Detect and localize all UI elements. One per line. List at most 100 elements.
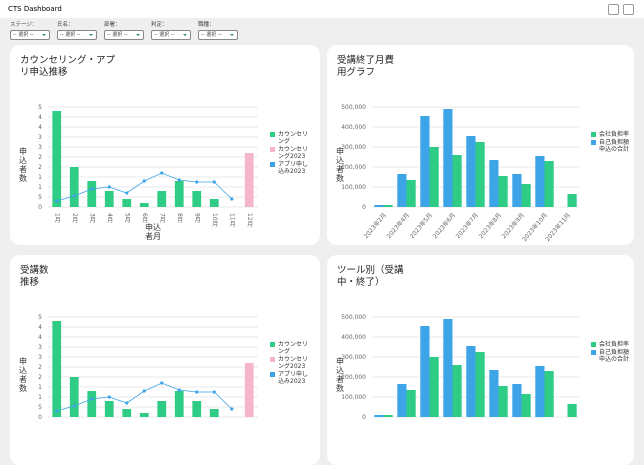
filter: 部署： -- 選択 --: [104, 20, 144, 40]
bar: [69, 377, 79, 417]
bar: [429, 147, 439, 207]
filters: ステージ： -- 選択 -- 氏名： -- 選択 -- 部署： -- 選択 -- 判定： --…: [10, 20, 238, 40]
chart: 0 100,000 200,000 300,000 400,000 500,000: [341, 314, 579, 421]
x-tick-label: 2023年4月: [385, 211, 411, 240]
panel: 受講終了月費用グラフ 0 100,000 200,000 300,000 400,000 5…: [327, 45, 634, 245]
legend-swatch: [270, 162, 275, 167]
bar: [443, 109, 453, 207]
bar: [475, 142, 485, 207]
y-tick-label: 3: [38, 134, 42, 141]
bar: [452, 155, 462, 207]
y-tick-label: 2: [38, 154, 42, 161]
y-tick-label: 1: [38, 384, 42, 391]
bar: [452, 365, 462, 417]
legend-label: 会社負担率: [599, 341, 630, 348]
legend-item: アプリ申し込み2023: [270, 161, 312, 175]
dropdown[interactable]: -- 選択 --: [198, 30, 238, 40]
legend-item: 自己負担額申込の合計: [591, 349, 633, 363]
legend-label: 自己負担額申込の合計: [599, 349, 630, 363]
legend-swatch: [270, 357, 275, 362]
y-tick-label: 100,000: [341, 184, 366, 191]
bar: [406, 180, 416, 207]
legend-item: 会社負担率: [591, 131, 633, 138]
chart-title: 受講数推移: [20, 265, 49, 288]
y-tick-label: 5: [38, 404, 42, 411]
bar: [139, 413, 149, 417]
x-tick-label: 5月: [123, 213, 130, 224]
bar: [489, 160, 499, 207]
legend-swatch: [591, 132, 596, 137]
legend-swatch: [591, 342, 596, 347]
point: [125, 401, 129, 405]
legend-item: カウンセリング: [270, 131, 312, 145]
point: [72, 194, 76, 198]
dropdown[interactable]: -- 選択 --: [10, 30, 50, 40]
x-tick-label: 2023年5月: [408, 211, 434, 240]
close-button[interactable]: [623, 4, 634, 15]
point: [142, 389, 146, 393]
bar: [157, 401, 167, 417]
bar: [535, 366, 545, 417]
legend-swatch: [591, 350, 596, 355]
panel: 受講数推移 0 5 1 1 2 2 3 3 4 4 5 申込者数 カウンセリング カウンセリング2023 アプ…: [10, 255, 320, 465]
filter: 氏名： -- 選択 --: [57, 20, 97, 40]
panel: カウンセリング・アプリ申込推移 0 5 1 1 2 2 3 3 4 4 5 1月 2月 3月 4月 5月 6月 7月…: [10, 45, 320, 245]
bar: [174, 391, 184, 417]
dropdown[interactable]: -- 選択 --: [57, 30, 97, 40]
bar: [374, 205, 384, 207]
x-tick-label: 3月: [88, 213, 95, 224]
bar: [52, 321, 62, 417]
legend-item: アプリ申し込み2023: [270, 371, 312, 385]
x-tick-label: 12月: [246, 213, 253, 228]
bar: [139, 203, 149, 207]
point: [195, 180, 199, 184]
legend-item: 会社負担率: [591, 341, 633, 348]
y-axis-title: 申込者数: [19, 147, 27, 183]
y-tick-label: 2: [38, 164, 42, 171]
filter-label: 判定：: [151, 22, 168, 28]
bar: [567, 194, 577, 207]
bar: [498, 176, 508, 207]
y-tick-label: 300,000: [341, 144, 366, 151]
bar: [244, 153, 254, 207]
header: CTS Dashboard: [0, 0, 644, 18]
legend-item: カウンセリング: [270, 341, 312, 355]
point: [107, 185, 111, 189]
bar: [429, 357, 439, 417]
bar: [521, 184, 531, 207]
dropdown[interactable]: -- 選択 --: [151, 30, 191, 40]
x-tick-label: 2月: [71, 213, 78, 224]
y-tick-label: 100,000: [341, 394, 366, 401]
point: [125, 191, 129, 195]
bar: [122, 409, 132, 417]
y-axis-title: 申込者数: [336, 357, 344, 393]
x-tick-label: 7月: [158, 213, 165, 224]
y-tick-label: 200,000: [341, 164, 366, 171]
y-tick-label: 0: [38, 204, 42, 211]
bar: [87, 391, 97, 417]
point: [195, 390, 199, 394]
bar: [512, 384, 522, 417]
filter: ステージ： -- 選択 --: [10, 20, 50, 40]
filter: 判定： -- 選択 --: [151, 20, 191, 40]
point: [230, 197, 234, 201]
bar: [544, 371, 554, 417]
bar: [443, 319, 453, 417]
y-tick-label: 4: [38, 124, 42, 131]
bar: [383, 205, 393, 207]
y-axis-title: 申込者数: [19, 357, 27, 393]
y-tick-label: 3: [38, 354, 42, 361]
dropdown[interactable]: -- 選択 --: [104, 30, 144, 40]
legend-label: カウンセリング: [278, 131, 309, 145]
y-tick-label: 5: [38, 104, 42, 111]
x-tick-label: 8月: [176, 213, 183, 224]
settings-button[interactable]: [608, 4, 619, 15]
bar: [475, 352, 485, 417]
bar: [466, 346, 476, 417]
point: [230, 407, 234, 411]
bar: [52, 111, 62, 207]
bar: [567, 404, 577, 417]
bar: [209, 199, 219, 207]
legend-item: 自己負担額申込の合計: [591, 139, 633, 153]
